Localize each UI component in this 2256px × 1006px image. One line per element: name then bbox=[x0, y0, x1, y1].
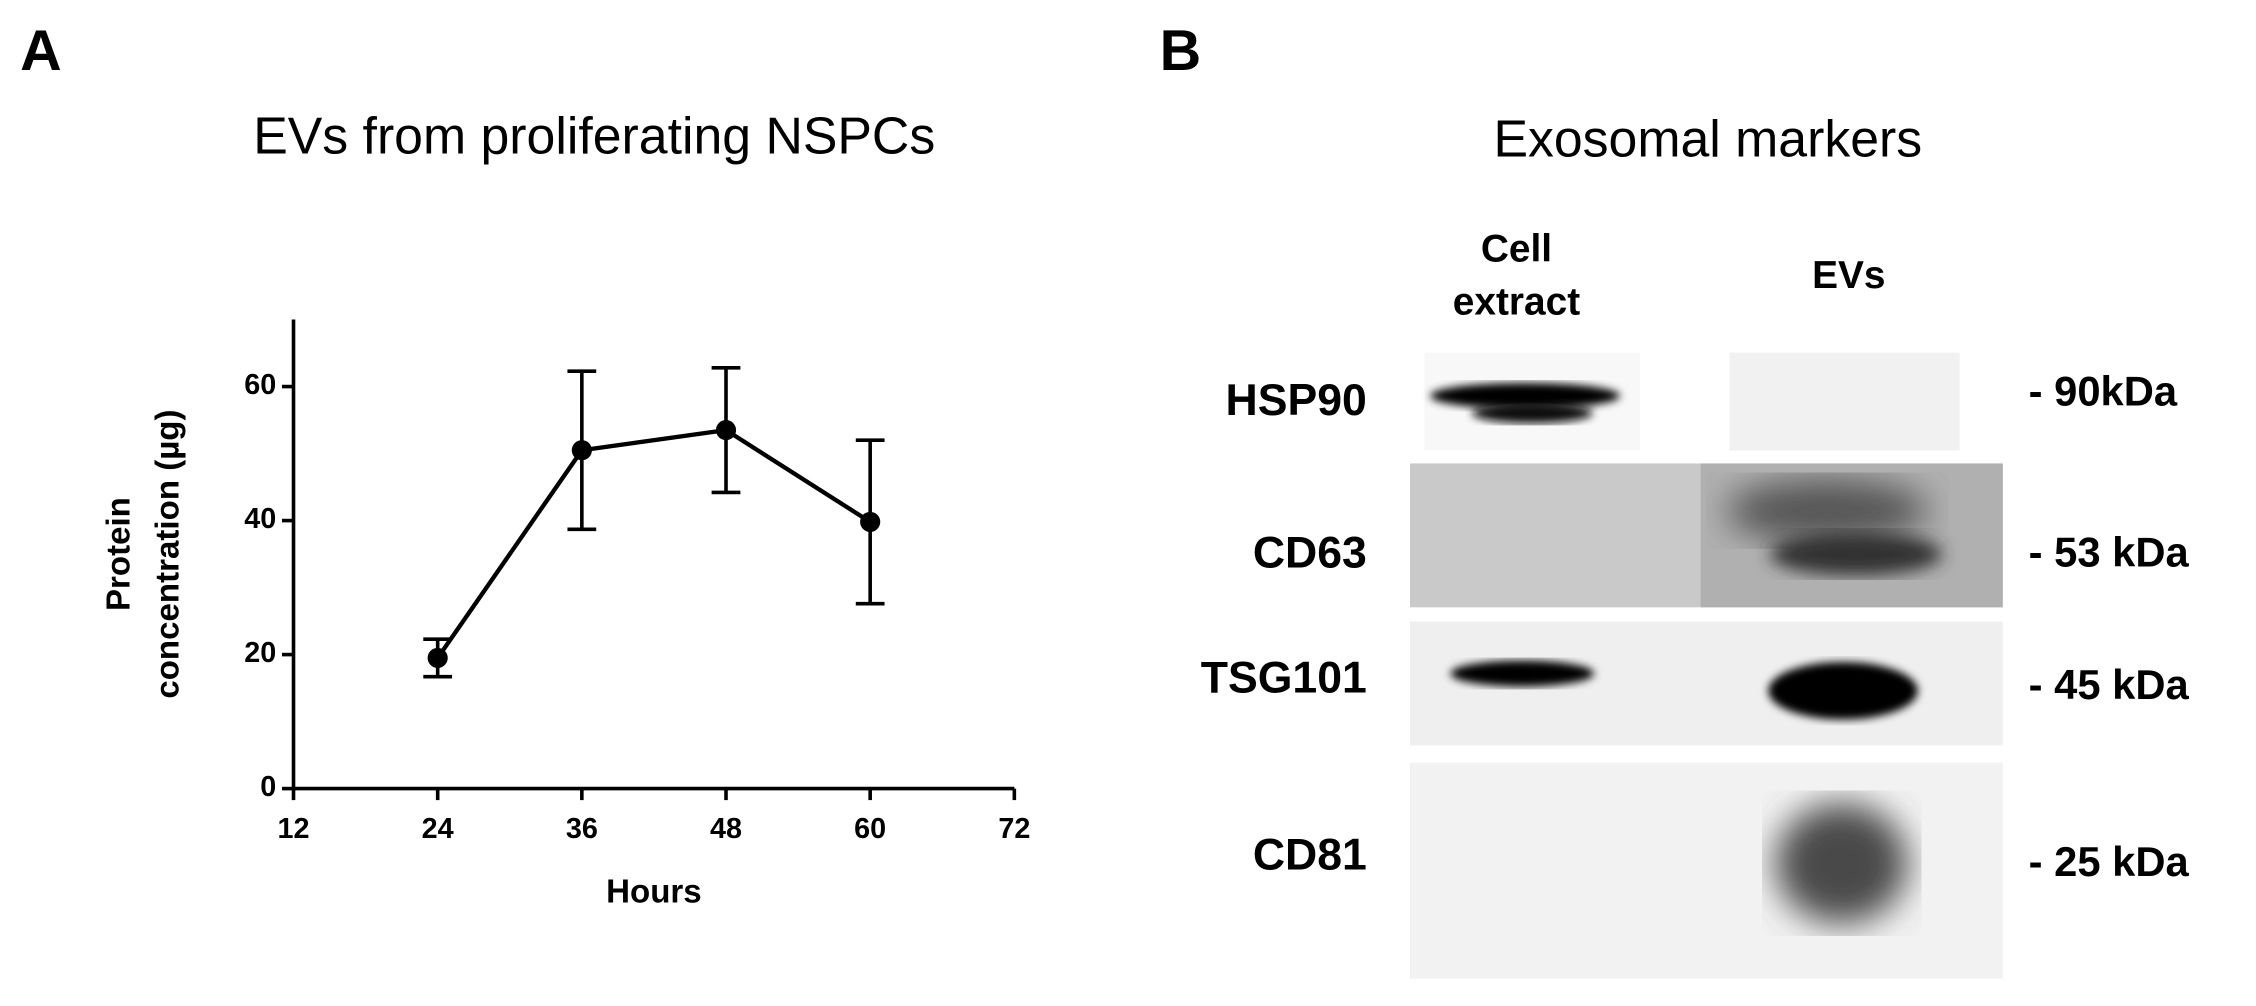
blot-title: Exosomal markers bbox=[1493, 109, 1922, 167]
y-tick-label: 40 bbox=[244, 503, 276, 535]
chart-title: EVs from proliferating NSPCs bbox=[253, 106, 935, 164]
x-axis-label: Hours bbox=[606, 873, 702, 910]
row-label: CD81 bbox=[1253, 830, 1367, 879]
y-axis-label: concentration (µg) bbox=[150, 409, 187, 698]
y-tick-label: 60 bbox=[244, 369, 276, 401]
lane-label: Cell bbox=[1481, 227, 1552, 270]
x-tick-label: 72 bbox=[998, 813, 1030, 845]
data-line bbox=[435, 427, 872, 660]
blot-image bbox=[1410, 352, 2003, 979]
data-point bbox=[427, 647, 448, 669]
x-tick-label: 36 bbox=[566, 813, 598, 845]
y-axis-label: Protein bbox=[101, 497, 138, 611]
panel-label: B bbox=[1160, 19, 1202, 83]
row-label: HSP90 bbox=[1226, 376, 1367, 425]
y-tick-label: 20 bbox=[244, 637, 276, 669]
y-tick-label: 0 bbox=[260, 771, 276, 803]
lane-label: extract bbox=[1453, 281, 1580, 324]
data-point bbox=[860, 511, 881, 532]
size-label: - 45 kDa bbox=[2029, 661, 2190, 708]
row-label: TSG101 bbox=[1201, 653, 1367, 702]
data-point bbox=[571, 440, 592, 461]
lane-label: EVs bbox=[1812, 254, 1885, 297]
x-tick-label: 48 bbox=[710, 813, 742, 845]
size-label: - 25 kDa bbox=[2029, 838, 2190, 885]
x-tick-label: 24 bbox=[422, 813, 454, 845]
x-tick-label: 12 bbox=[278, 813, 310, 845]
size-label: - 53 kDa bbox=[2029, 529, 2190, 576]
data-point bbox=[715, 420, 737, 441]
row-label: CD63 bbox=[1253, 528, 1367, 577]
panel-label: A bbox=[20, 19, 62, 83]
x-tick-label: 60 bbox=[854, 813, 886, 845]
size-label: - 90kDa bbox=[2029, 367, 2178, 414]
